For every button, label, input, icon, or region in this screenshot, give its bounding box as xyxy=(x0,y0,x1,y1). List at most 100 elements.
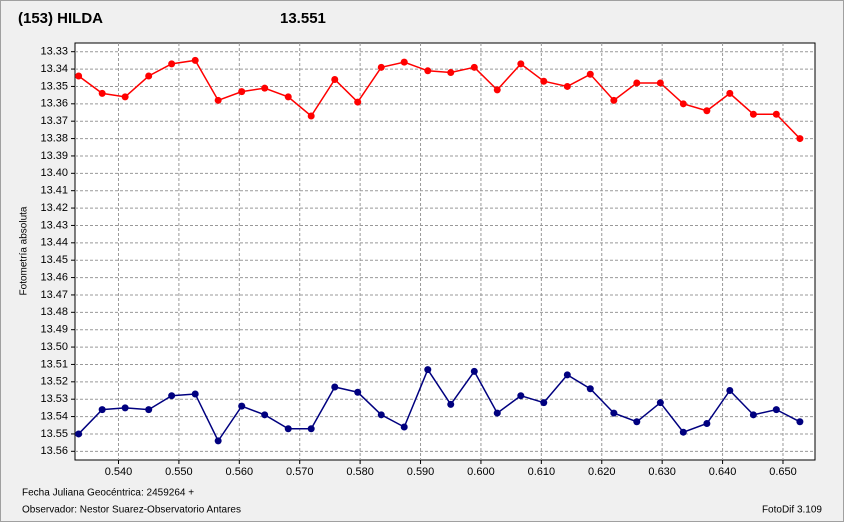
plot-area xyxy=(74,42,816,461)
x-tick-label: 0.540 xyxy=(105,466,133,478)
data-point xyxy=(749,110,757,118)
observer-note: Observador: Nestor Suarez-Observatorio A… xyxy=(22,505,241,516)
data-point xyxy=(98,406,106,414)
y-tick-label: 13.46 xyxy=(40,271,68,283)
software-note: FotoDif 3.109 xyxy=(762,505,822,516)
data-point xyxy=(284,93,292,101)
y-tick-label: 13.44 xyxy=(40,237,68,249)
y-tick-label: 13.39 xyxy=(40,150,68,162)
data-point xyxy=(540,77,548,85)
data-point xyxy=(75,430,83,438)
data-point xyxy=(191,390,199,398)
data-point xyxy=(633,418,641,426)
data-point xyxy=(772,110,780,118)
y-tick-label: 13.37 xyxy=(40,115,68,127)
x-tick-label: 0.650 xyxy=(769,466,797,478)
data-point xyxy=(354,98,362,106)
data-point xyxy=(214,96,222,104)
data-point xyxy=(354,388,362,396)
data-point xyxy=(238,88,246,96)
data-point xyxy=(586,385,594,393)
x-tick-label: 0.590 xyxy=(407,466,435,478)
data-point xyxy=(493,409,501,417)
data-point xyxy=(470,367,478,375)
data-point xyxy=(377,411,385,419)
x-tick-label: 0.550 xyxy=(165,466,193,478)
y-tick-label: 13.51 xyxy=(40,358,68,370)
data-point xyxy=(586,70,594,78)
data-point xyxy=(610,409,618,417)
data-point xyxy=(726,387,734,394)
data-point xyxy=(749,411,757,419)
data-point xyxy=(168,60,176,68)
data-point xyxy=(796,135,804,143)
data-point xyxy=(75,72,83,80)
series-line xyxy=(78,59,801,140)
data-point xyxy=(517,60,525,68)
data-point xyxy=(540,399,548,407)
data-point xyxy=(261,84,269,92)
data-point xyxy=(168,392,176,400)
data-point xyxy=(703,107,711,115)
data-point xyxy=(331,75,339,83)
x-tick-label: 0.640 xyxy=(709,466,737,478)
data-point xyxy=(679,100,687,108)
x-axis-label: Fecha Juliana Geocéntrica: 2459264 + xyxy=(22,488,194,499)
series-line xyxy=(78,368,801,443)
y-tick-label: 13.41 xyxy=(40,185,68,197)
data-point xyxy=(703,420,711,428)
y-tick-label: 13.55 xyxy=(40,428,68,440)
y-tick-label: 13.49 xyxy=(40,324,68,336)
data-point xyxy=(424,67,432,75)
data-point xyxy=(633,79,641,87)
y-tick-label: 13.53 xyxy=(40,393,68,405)
data-point xyxy=(98,89,106,97)
data-point xyxy=(424,366,432,374)
data-point xyxy=(656,399,664,407)
y-axis-label: Fotometría absoluta xyxy=(19,206,30,295)
chart-subtitle: 13.551 xyxy=(280,10,326,27)
data-point xyxy=(470,63,478,71)
x-tick-label: 0.600 xyxy=(467,466,495,478)
data-point xyxy=(656,79,664,87)
y-tick-label: 13.50 xyxy=(40,341,68,353)
y-tick-label: 13.52 xyxy=(40,376,68,388)
data-point xyxy=(563,371,571,379)
chart-title: (153) HILDA xyxy=(18,10,103,27)
y-tick-label: 13.38 xyxy=(40,132,68,144)
data-point xyxy=(121,404,129,412)
y-tick-label: 13.54 xyxy=(40,410,68,422)
y-tick-label: 13.48 xyxy=(40,306,68,318)
x-tick-label: 0.630 xyxy=(648,466,676,478)
data-point xyxy=(400,423,408,431)
x-tick-label: 0.620 xyxy=(588,466,616,478)
data-point xyxy=(331,383,339,391)
y-tick-label: 13.36 xyxy=(40,98,68,110)
data-point xyxy=(121,93,129,101)
x-tick-label: 0.580 xyxy=(346,466,374,478)
data-point xyxy=(191,56,199,64)
data-point xyxy=(307,112,315,120)
data-point xyxy=(796,418,804,426)
y-tick-label: 13.33 xyxy=(40,46,68,58)
x-tick-label: 0.570 xyxy=(286,466,314,478)
data-point xyxy=(377,63,385,71)
y-tick-label: 13.40 xyxy=(40,167,68,179)
data-point xyxy=(447,69,455,77)
data-point xyxy=(493,86,501,94)
x-tick-label: 0.610 xyxy=(528,466,556,478)
data-point xyxy=(563,82,571,90)
y-tick-label: 13.35 xyxy=(40,80,68,92)
data-point xyxy=(214,437,222,445)
y-tick-label: 13.43 xyxy=(40,219,68,231)
data-point xyxy=(679,428,687,436)
y-tick-label: 13.34 xyxy=(40,63,68,75)
y-tick-label: 13.45 xyxy=(40,254,68,266)
data-point xyxy=(261,411,269,419)
y-tick-label: 13.42 xyxy=(40,202,68,214)
data-point xyxy=(772,406,780,414)
data-point xyxy=(145,72,153,80)
y-tick-label: 13.47 xyxy=(40,289,68,301)
